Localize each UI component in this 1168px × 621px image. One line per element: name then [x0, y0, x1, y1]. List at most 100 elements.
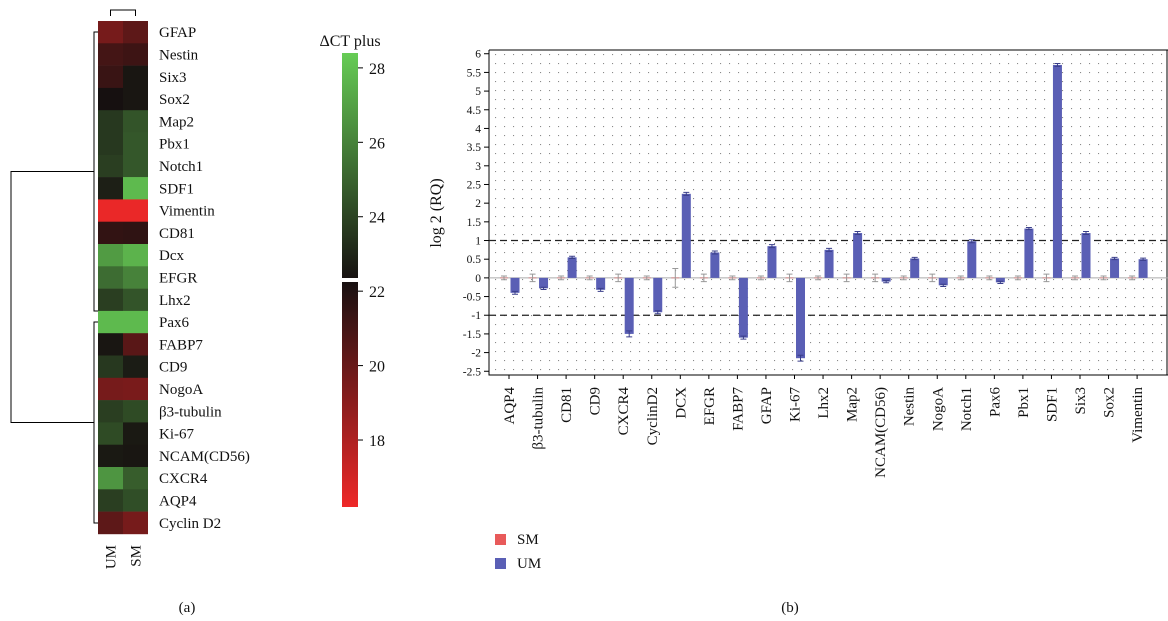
error-bar-sm	[957, 275, 964, 281]
x-tick-label: NogoA	[930, 387, 946, 431]
heatmap-cell	[98, 377, 123, 401]
heatmap-row-label: Sox2	[159, 92, 190, 108]
heatmap-row-label: AQP4	[159, 493, 197, 509]
heatmap-row-label: EFGR	[159, 270, 197, 286]
heatmap-cell	[123, 87, 148, 111]
x-tick-label: Map2	[845, 387, 861, 422]
heatmap-cell	[98, 21, 123, 44]
colorbar-title: ΔCT plus	[319, 33, 380, 50]
heatmap-cell	[123, 333, 148, 356]
colorbar-tick-label: 22	[369, 284, 385, 301]
heatmap-row-label: Dcx	[159, 248, 184, 264]
legend-label: SM	[517, 532, 539, 548]
bar-um	[881, 277, 891, 282]
plot-grid	[489, 50, 1168, 375]
y-tick-label: 4.5	[467, 105, 482, 117]
bar-um	[995, 277, 1005, 283]
plot-frame	[488, 49, 1168, 376]
y-tick-label: 3	[475, 161, 481, 173]
heatmap-cell	[98, 154, 123, 178]
x-tick-label: Notch1	[959, 387, 975, 431]
heatmap-row-label: Ki-67	[159, 427, 194, 443]
heatmap-row-label: Nestin	[159, 47, 199, 63]
heatmap-cell	[123, 221, 148, 245]
colorbar-tick-label: 18	[369, 433, 385, 450]
heatmap-cell	[123, 244, 148, 267]
heatmap-cell	[98, 400, 123, 423]
heatmap-row-label: NCAM(CD56)	[159, 449, 250, 465]
heatmap-row-label: Notch1	[159, 159, 203, 175]
colorbar: 18 20 22 24 26 28 ΔCT plus	[319, 33, 385, 507]
heatmap-cell	[98, 333, 123, 356]
y-tick-label: 5.5	[467, 67, 482, 79]
heatmap-cell	[123, 310, 148, 334]
error-bar-um	[826, 247, 833, 252]
y-tick-label: -2.5	[463, 366, 481, 378]
error-bar-um	[711, 250, 718, 255]
heatmap-cell	[98, 43, 123, 66]
heatmap-cell	[98, 244, 123, 267]
error-bar-sm	[786, 273, 793, 283]
error-bar-sm	[757, 275, 764, 281]
error-bar-um	[968, 239, 975, 244]
bar-um	[1052, 64, 1062, 278]
heatmap-cell	[98, 177, 123, 200]
heatmap-row-label: Six3	[159, 70, 187, 86]
colorbar-tick-label: 28	[369, 61, 385, 78]
error-bar-sm	[729, 275, 736, 281]
heatmap-row-label: FABP7	[159, 337, 203, 353]
error-bar-sm	[872, 273, 879, 283]
heatmap-cell	[123, 110, 148, 133]
heatmap-cell	[123, 377, 148, 401]
x-tick-label: FABP7	[730, 387, 746, 431]
row-dendrogram	[10, 31, 98, 524]
heatmap-cell	[98, 355, 123, 379]
heatmap-cell	[98, 65, 123, 89]
heatmap-column-labels: UM SM	[104, 545, 145, 569]
heatmap-row-labels: GFAP Nestin Six3 Sox2 Map2 Pbx1 Notch1 SDF1 Vime…	[159, 25, 250, 532]
y-tick-label: 5	[475, 86, 481, 98]
dendrogram-branch	[110, 9, 136, 16]
heatmap-cell	[98, 266, 123, 289]
x-tick-label: CXCR4	[616, 387, 632, 436]
error-bar-sm	[643, 275, 650, 281]
dendrogram-branch	[10, 171, 94, 423]
x-tick-label: β3-tubulin	[531, 387, 547, 450]
error-bar-sm	[900, 275, 907, 281]
bar-um	[938, 277, 948, 286]
error-bar-um	[1025, 226, 1032, 231]
bar-um	[1110, 258, 1120, 278]
x-tick-label: Nestin	[902, 387, 918, 427]
heatmap-cell	[123, 266, 148, 289]
x-tick-label: EFGR	[702, 387, 718, 425]
heatmap-cell	[98, 444, 123, 468]
error-bar-sm	[1072, 275, 1078, 281]
error-bar-um	[911, 256, 918, 261]
y-tick-label: 4	[475, 123, 481, 135]
error-bar-um	[512, 290, 518, 295]
error-bar-sm	[672, 268, 679, 288]
legend: SM UM	[495, 532, 541, 572]
x-tick-label: Pax6	[987, 387, 1003, 418]
heatmap-cell	[98, 221, 123, 245]
x-tick-label: AQP4	[502, 387, 518, 425]
heatmap-cell	[123, 65, 148, 89]
legend-label: UM	[517, 556, 541, 572]
x-tick-label: DCX	[673, 387, 689, 419]
error-bar-um	[1111, 256, 1118, 261]
panel-a-label: (a)	[179, 600, 196, 616]
heatmap-row-label: Map2	[159, 114, 194, 130]
heatmap-row-label: CD81	[159, 226, 195, 242]
y-tick-label: 1.5	[467, 217, 482, 229]
heatmap-row-label: Vimentin	[159, 204, 215, 220]
column-dendrogram	[110, 9, 136, 16]
y-axis-label: log 2 (RQ)	[428, 178, 445, 247]
x-tick-label: Lhx2	[816, 387, 832, 419]
heatmap-cell	[123, 422, 148, 445]
heatmap-cell	[123, 511, 148, 535]
y-tick-label: -0.5	[463, 292, 481, 304]
heatmap-cell	[98, 511, 123, 535]
x-tick-label: CD81	[559, 387, 575, 423]
x-tick-label: CD9	[588, 387, 604, 415]
